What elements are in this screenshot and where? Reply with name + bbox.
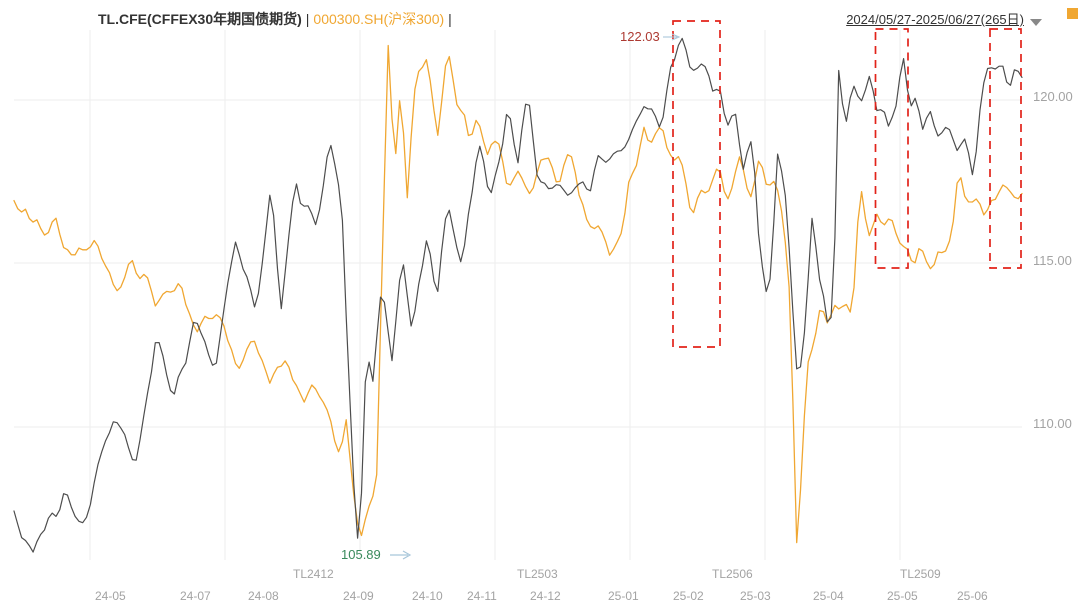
svg-text:122.03: 122.03 xyxy=(620,29,660,44)
svg-text:105.89: 105.89 xyxy=(341,547,381,562)
